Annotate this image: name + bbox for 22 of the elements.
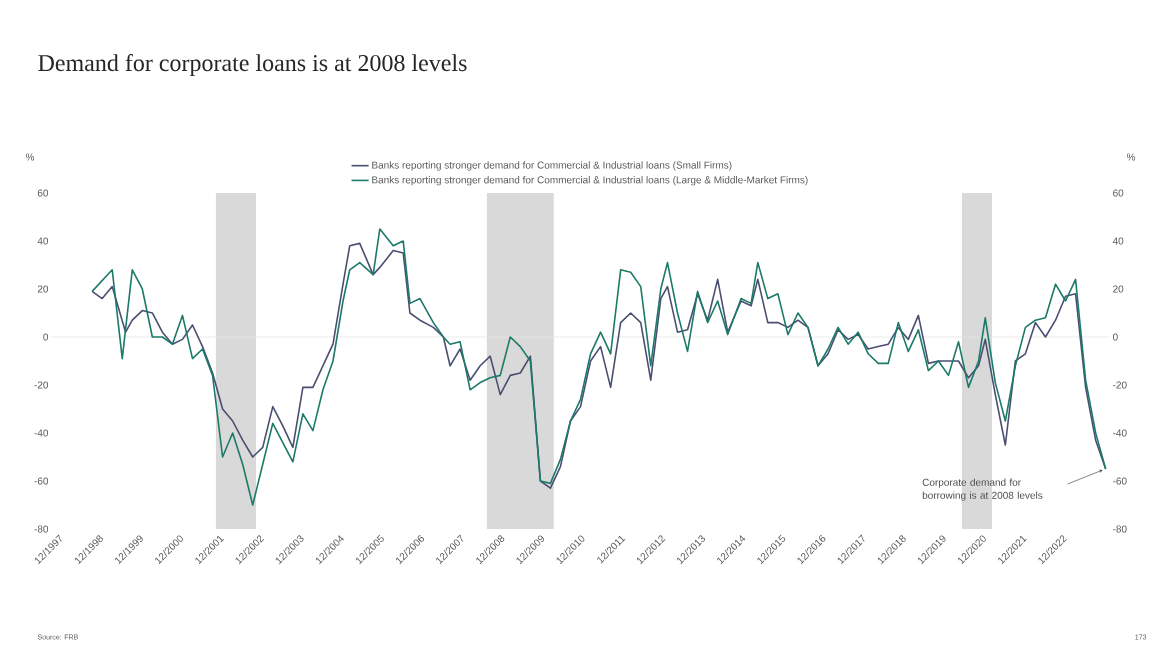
- y-tick-label: -60: [34, 477, 49, 485]
- y-tick-label: -80: [34, 525, 49, 533]
- y-tick-label: 20: [37, 285, 49, 293]
- y-tick-label: -20: [34, 381, 49, 389]
- y2-tick-label: 0: [1112, 333, 1118, 341]
- y2-tick-label: -20: [1113, 381, 1127, 389]
- annotation: Corporate demand for borrowing is at 2008 levels: [922, 478, 1043, 501]
- y-tick-label: 40: [37, 237, 49, 245]
- y2-axis-title: %: [1126, 153, 1136, 161]
- y2-tick-label: -80: [1113, 525, 1127, 533]
- y2-tick-label: 20: [1113, 285, 1124, 293]
- y2-tick-label: -40: [1113, 429, 1127, 437]
- legend-label: Banks reporting stronger demand for Commercial & Industrial loans (Small Firms): [372, 161, 732, 171]
- chart-title: Demand for corporate loans is at 2008 levels: [38, 54, 467, 76]
- legend-label: Banks reporting stronger demand for Commercial & Industrial loans (Large & Middle-Market Firms): [372, 176, 808, 186]
- y-tick-label: -40: [34, 429, 49, 437]
- y-tick-label: 60: [37, 189, 49, 197]
- y2-tick-label: 60: [1113, 189, 1124, 197]
- y-tick-label: 0: [43, 333, 49, 341]
- y-axis-title: %: [25, 153, 35, 161]
- y2-tick-label: 40: [1112, 237, 1124, 245]
- y2-tick-label: -60: [1113, 477, 1127, 485]
